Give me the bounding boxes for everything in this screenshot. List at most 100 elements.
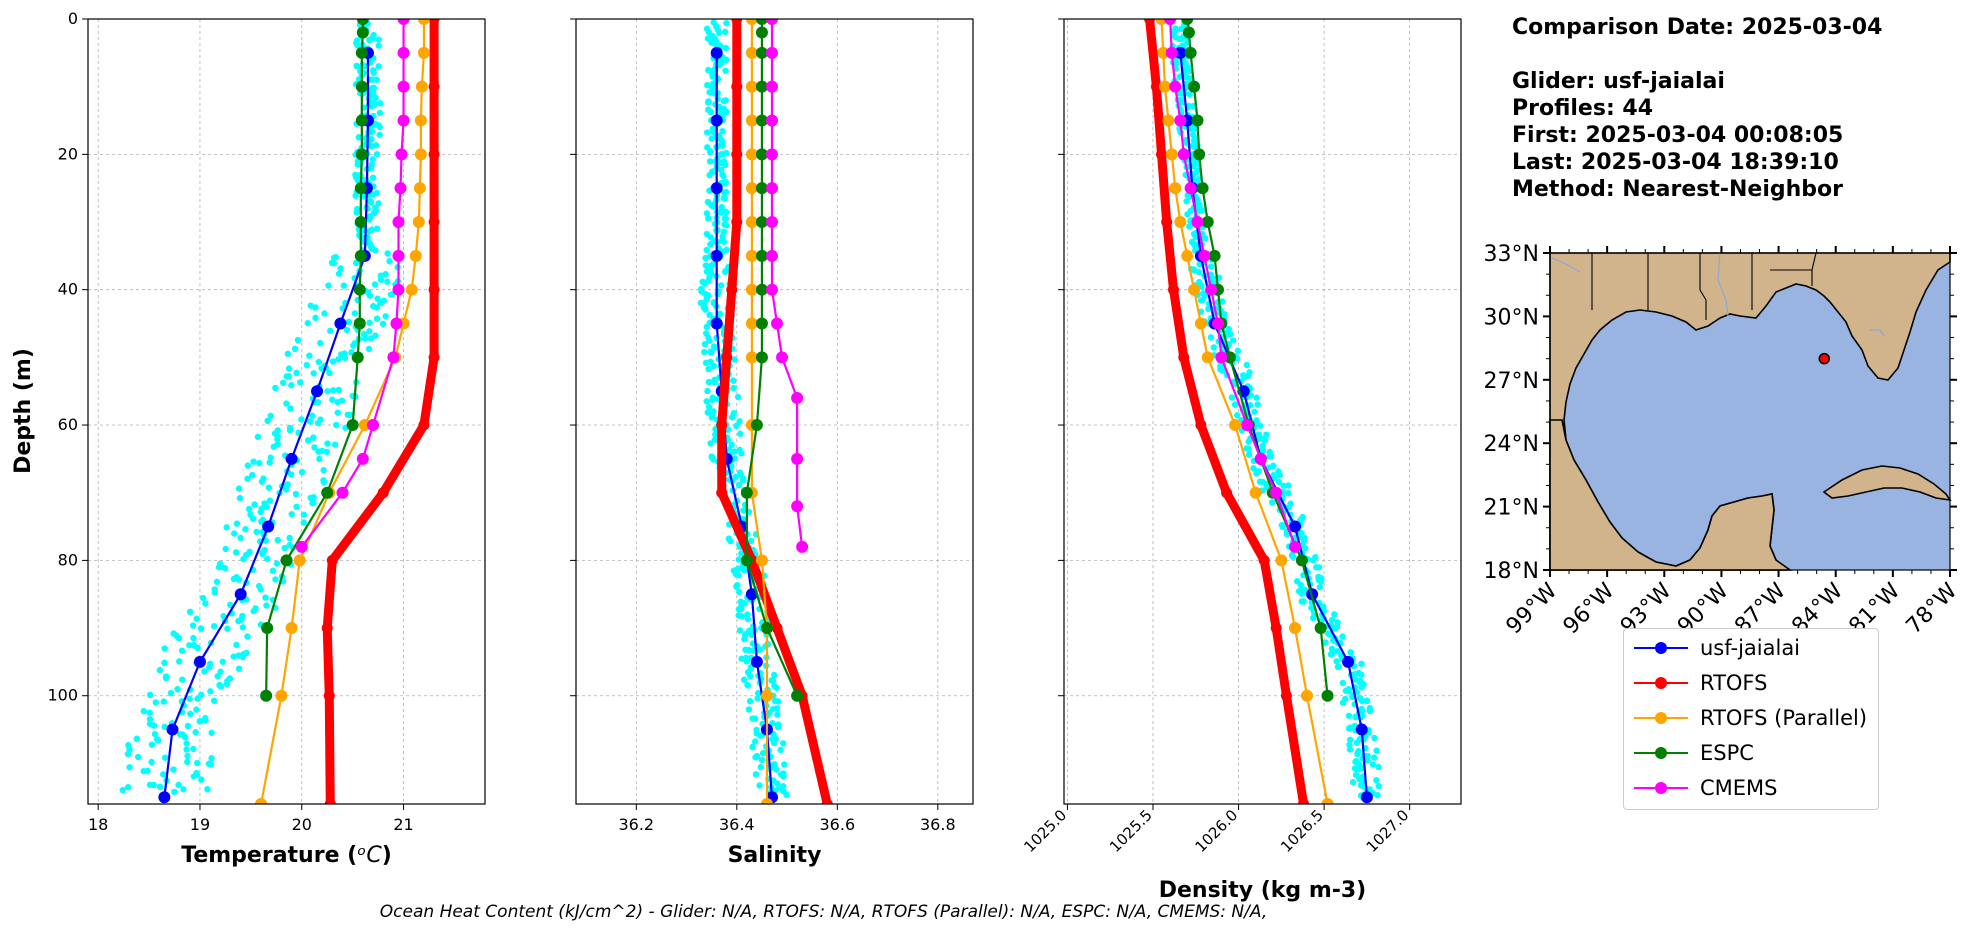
axes-frame <box>87 18 486 805</box>
glider-raw-point <box>207 688 214 695</box>
glider-raw-point <box>728 441 735 449</box>
series-point <box>355 148 368 161</box>
glider-raw-point <box>311 444 318 451</box>
glider-raw-point <box>334 398 341 406</box>
plot-area <box>119 19 440 804</box>
x-tick-label: 19 <box>190 815 210 834</box>
glider-raw-point <box>1197 297 1205 304</box>
glider-raw-point <box>1371 754 1378 761</box>
glider-raw-point <box>718 203 725 211</box>
glider-raw-point <box>202 600 209 607</box>
plot-area <box>697 19 833 804</box>
series-point <box>796 540 809 553</box>
glider-raw-point <box>170 630 177 637</box>
glider-raw-point <box>756 782 763 789</box>
glider-raw-point <box>206 664 213 671</box>
glider-raw-point <box>741 636 748 643</box>
glider-raw-point <box>704 409 711 416</box>
glider-raw-point <box>330 260 338 267</box>
series-point <box>1258 554 1270 566</box>
series-point <box>791 391 804 404</box>
glider-raw-point <box>244 462 252 469</box>
glider-raw-point <box>746 697 754 705</box>
glider-raw-point <box>1363 697 1371 704</box>
glider-raw-point <box>735 481 743 489</box>
series-point <box>1314 622 1327 635</box>
glider-raw-point <box>749 743 756 751</box>
glider-raw-point <box>1364 756 1371 764</box>
series-point <box>1275 554 1288 567</box>
glider-raw-point <box>366 328 373 335</box>
glider-raw-point <box>235 665 243 672</box>
glider-raw-point <box>174 686 181 693</box>
glider-raw-point <box>1234 347 1242 354</box>
glider-raw-point <box>707 267 714 274</box>
glider-raw-point <box>256 459 263 467</box>
glider-raw-point <box>317 339 324 347</box>
chart-panel-2: 36.2 36.4 36.6 36.8 Salinity <box>570 18 974 868</box>
glider-raw-point <box>291 345 299 353</box>
glider-position-marker <box>1818 352 1831 365</box>
glider-raw-point <box>701 348 708 356</box>
glider-raw-point <box>1202 235 1209 242</box>
glider-raw-point <box>1358 684 1365 691</box>
glider-raw-point <box>384 278 391 285</box>
glider-raw-point <box>175 634 183 642</box>
series-point <box>745 182 758 195</box>
glider-raw-point <box>720 97 728 105</box>
glider-raw-point <box>193 706 200 713</box>
glider-raw-point <box>197 625 205 632</box>
series-point <box>1289 622 1302 635</box>
glider-raw-point <box>198 776 205 783</box>
glider-raw-point <box>703 129 711 136</box>
glider-raw-point <box>710 19 717 26</box>
series-point <box>1205 283 1218 296</box>
glider-raw-point <box>366 36 373 44</box>
glider-raw-point <box>375 200 382 207</box>
glider-raw-point <box>288 382 295 389</box>
glider-raw-point <box>722 215 730 222</box>
glider-raw-point <box>226 675 234 682</box>
glider-raw-point <box>775 721 782 728</box>
glider-raw-point <box>329 387 337 394</box>
glider-raw-point <box>710 456 717 463</box>
glider-raw-point <box>1276 471 1283 479</box>
glider-raw-point <box>320 467 327 474</box>
series-point <box>765 182 778 195</box>
glider-raw-point <box>236 494 244 502</box>
glider-raw-point <box>183 740 190 747</box>
glider-raw-point <box>738 655 745 662</box>
glider-raw-point <box>210 623 218 630</box>
glider-raw-point <box>266 497 274 504</box>
glider-raw-point <box>1354 750 1361 758</box>
series-point <box>321 486 334 499</box>
series-point <box>776 351 789 364</box>
glider-raw-point <box>161 754 169 761</box>
glider-raw-point <box>706 171 713 179</box>
x-tick-label: 18 <box>88 815 108 834</box>
series-line-cmems <box>770 19 804 547</box>
glider-raw-point <box>274 436 281 443</box>
glider-raw-point <box>266 459 273 466</box>
series-point <box>355 114 368 127</box>
series-point <box>414 148 427 161</box>
glider-raw-point <box>777 746 784 754</box>
series-point <box>377 487 389 499</box>
glider-raw-point <box>351 310 359 317</box>
glider-raw-point <box>723 108 730 116</box>
series-point <box>409 249 422 262</box>
glider-raw-point <box>744 682 752 689</box>
glider-raw-point <box>1233 412 1241 419</box>
glider-raw-point <box>1299 514 1306 521</box>
series-point <box>417 19 430 25</box>
glider-raw-point <box>1263 431 1270 438</box>
glider-raw-point <box>706 158 714 165</box>
legend-label: CMEMS <box>1700 776 1778 800</box>
glider-raw-point <box>376 123 383 131</box>
glider-raw-point <box>310 494 317 501</box>
glider-raw-point <box>379 320 387 328</box>
series-point <box>1254 452 1267 465</box>
glider-raw-point <box>361 335 369 342</box>
series-point <box>755 19 768 25</box>
